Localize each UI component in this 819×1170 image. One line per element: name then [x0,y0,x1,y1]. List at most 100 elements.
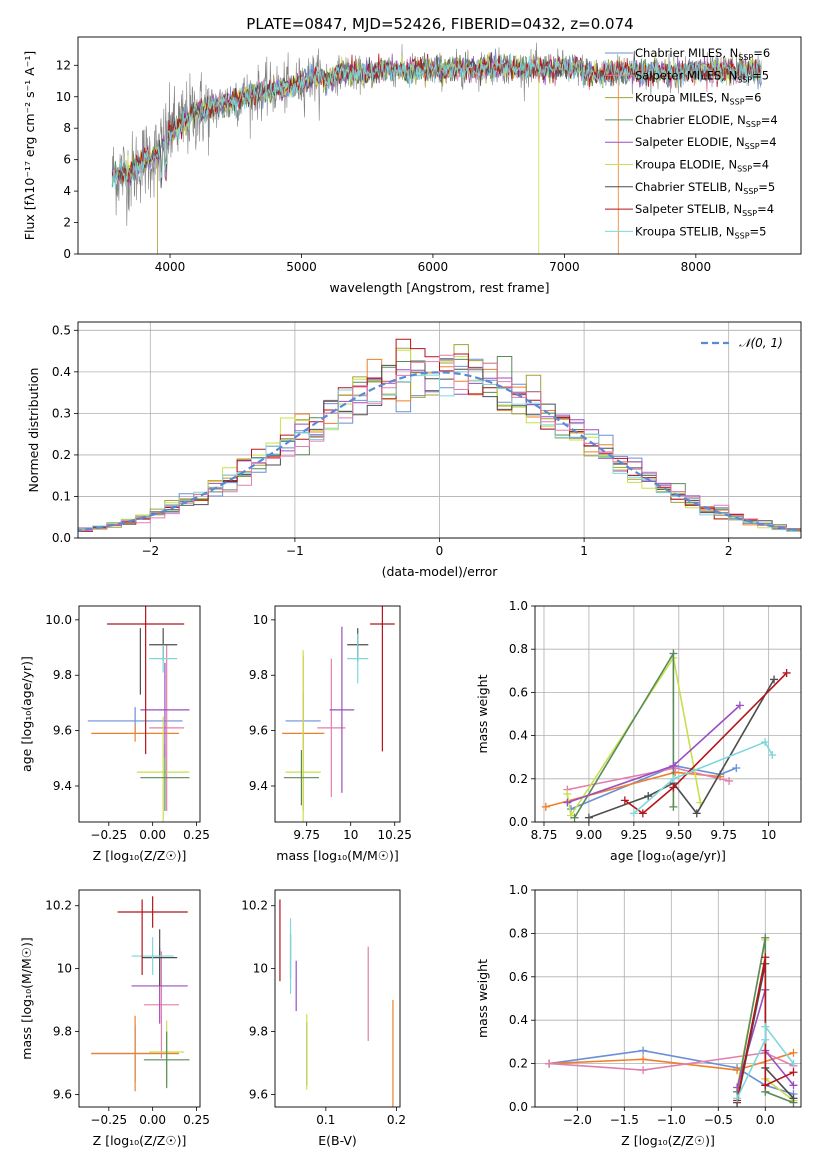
plot-area [87,606,190,822]
weight-marker [768,751,777,760]
weight-series-line [566,655,702,818]
y-tick-label: 0.0 [52,531,71,545]
axes-frame [78,605,201,823]
y-tick-label: 0.5 [52,323,71,337]
legend-label-value: =5 [752,68,769,82]
y-tick-label: 10 [56,90,71,104]
x-axis-label: age [log₁₀(age/yr)] [610,848,726,863]
x-tick-label: 1 [580,544,588,558]
y-tick-label: 9.6 [249,1087,268,1101]
y-tick-label: 9.8 [53,1025,72,1039]
x-tick-label: 0.1 [316,1113,335,1127]
y-tick-label: 0.0 [509,1100,528,1114]
legend-label-value: =5 [750,224,767,238]
weight-marker [563,789,572,798]
x-tick-label: −2 [141,544,159,558]
x-tick-label: −1.5 [610,1113,639,1127]
y-axis-label: Flux [fλ10⁻¹⁷ erg cm⁻² s⁻¹ A⁻¹] [22,51,37,240]
axes-Z-weight: −2.0 −1.5 −1.0 −0.5 0.0 0.0 0.2 0.4 0.6 0.8 1.0 Z [… [475,883,802,1148]
y-tick-label: 0.4 [52,365,71,379]
weight-marker [782,668,791,677]
x-tick-label: 5000 [286,260,317,274]
x-tick-label: 0.0 [756,1113,775,1127]
y-axis-label: Normed distribution [26,368,41,493]
legend-label-value: =4 [757,202,774,216]
x-tick-label: −0.25 [90,1113,127,1127]
weight-marker [545,1059,554,1068]
legend-entry-label: Chabrier MILES, NSSP=6 [635,46,770,62]
legend-entry-label: Salpeter ELODIE, NSSP=4 [635,135,777,151]
model-spectrum-line [111,53,762,190]
y-tick-label: 0.0 [509,815,528,829]
weight-marker [570,813,579,822]
figure-title: PLATE=0847, MJD=52426, FIBERID=0432, z=0… [246,15,633,33]
legend-entry-label: Kroupa MILES, NSSP=6 [635,91,761,107]
residual-histogram-series [78,354,801,534]
weight-marker [789,1081,798,1090]
x-tick-label: −1.0 [657,1113,686,1127]
x-tick-label: 0.00 [139,1113,166,1127]
weight-marker [638,809,647,818]
x-tick-label: 9.50 [665,828,692,842]
x-tick-label: −2.0 [563,1113,592,1127]
weight-marker [761,953,770,962]
y-tick-label: 0.8 [509,926,528,940]
y-tick-label: 9.6 [53,724,72,738]
weight-series-line [624,672,788,815]
legend-label-value: =5 [758,180,775,194]
legend-entry-label: Salpeter STELIB, NSSP=4 [635,202,774,218]
weight-marker [584,813,593,822]
weight-series-line [570,764,737,810]
weight-marker [669,783,678,792]
y-tick-label: 12 [56,58,71,72]
y-tick-label: 10 [253,613,268,627]
y-tick-label: 0.6 [509,685,528,699]
axes-frame [274,605,401,823]
axes-frame [534,605,802,823]
x-axis-label: E(B-V) [318,1133,357,1148]
legend-label-sub: SSP [743,187,758,196]
y-tick-label: 10.2 [241,899,268,913]
weight-marker [669,761,678,770]
x-tick-label: 2 [725,544,733,558]
x-tick-label: 8.75 [531,828,558,842]
y-tick-label: 10.0 [45,613,72,627]
axes-frame [77,321,802,539]
y-tick-label: 0.4 [509,1013,528,1027]
x-tick-label: −0.25 [90,828,127,842]
plot-layer: 4000 5000 6000 7000 8000024681012wavelength … [19,36,802,1148]
x-tick-label: 0.2 [387,1113,406,1127]
weight-marker [629,809,638,818]
weight-marker [761,1081,770,1090]
y-tick-label: 0 [63,247,71,261]
axes-frame [78,889,201,1108]
legend-label-text: Kroupa MILES, N [635,91,730,105]
x-tick-label: 9.75 [710,828,737,842]
legend-label-sub: SSP [737,165,752,174]
y-tick-label: 0.2 [509,772,528,786]
y-tick-label: 1.0 [509,883,528,897]
x-tick-label: 6000 [418,260,449,274]
weight-marker [563,798,572,807]
weight-marker [770,675,779,684]
y-tick-label: 4 [63,184,71,198]
x-tick-label: 9.25 [620,828,647,842]
x-tick-label: 7000 [549,260,580,274]
weight-marker [733,1094,742,1103]
y-tick-label: 9.6 [249,724,268,738]
x-axis-label: (data-model)/error [382,564,499,579]
grid-lines [535,889,801,1108]
plot-area [78,338,801,534]
plot-area [279,899,394,1107]
weight-marker [669,802,678,811]
weight-marker [735,701,744,710]
weight-marker [639,1066,648,1075]
legend-entry-label: Chabrier ELODIE, NSSP=4 [635,113,778,129]
x-tick-label: 0.25 [183,1113,210,1127]
legend-label-value: =6 [745,91,762,105]
y-tick-label: 0.2 [509,1057,528,1071]
legend-label-value: =4 [761,113,778,127]
y-tick-label: 0.4 [509,729,528,743]
y-tick-label: 0.3 [52,406,71,420]
